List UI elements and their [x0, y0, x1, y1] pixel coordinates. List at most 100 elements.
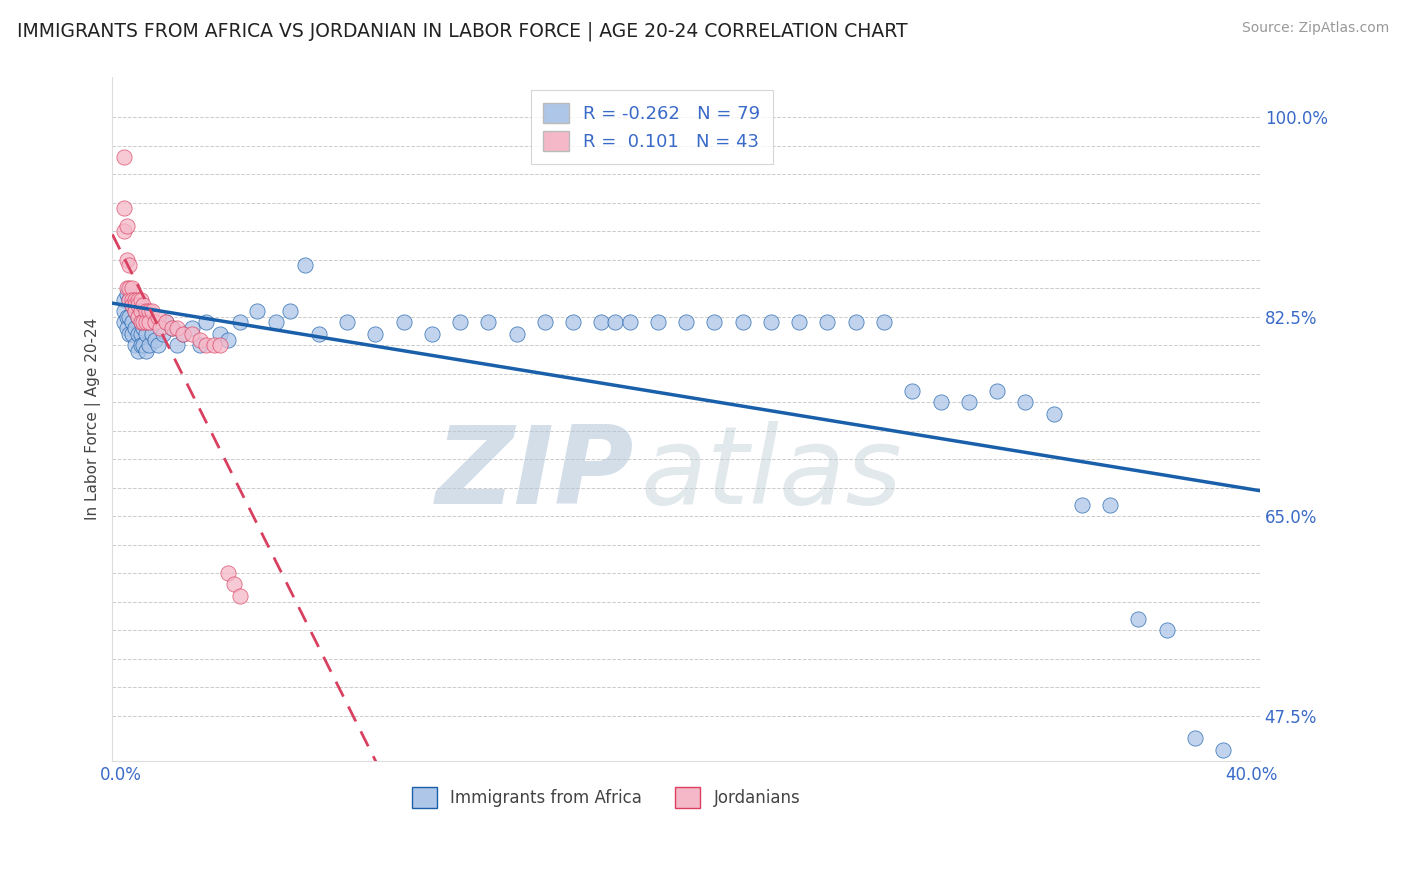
Point: [166, 321, 188, 335]
Point: [929, 395, 952, 409]
Point: [138, 315, 160, 329]
Point: [222, 577, 245, 591]
Point: [166, 338, 188, 352]
Point: [160, 321, 183, 335]
Point: [138, 315, 160, 329]
Point: [901, 384, 924, 398]
Point: [124, 321, 146, 335]
Point: [364, 326, 387, 341]
Point: [152, 326, 174, 341]
Point: [141, 326, 163, 341]
Point: [129, 315, 152, 329]
Point: [605, 315, 627, 329]
Point: [132, 338, 155, 352]
Point: [141, 304, 163, 318]
Text: ZIP: ZIP: [436, 421, 634, 527]
Point: [118, 293, 141, 307]
Point: [266, 315, 288, 329]
Point: [127, 326, 149, 341]
Point: [180, 321, 202, 335]
Point: [155, 315, 177, 329]
Point: [115, 281, 138, 295]
Point: [957, 395, 980, 409]
Point: [121, 315, 143, 329]
Point: [1014, 395, 1036, 409]
Point: [194, 315, 217, 329]
Point: [172, 326, 194, 341]
Point: [1156, 623, 1178, 637]
Point: [420, 326, 443, 341]
Point: [112, 150, 135, 164]
Point: [124, 298, 146, 312]
Point: [146, 310, 169, 324]
Point: [124, 304, 146, 318]
Text: atlas: atlas: [640, 421, 903, 526]
Point: [115, 321, 138, 335]
Point: [619, 315, 641, 329]
Point: [138, 304, 160, 318]
Point: [731, 315, 754, 329]
Point: [160, 321, 183, 335]
Point: [787, 315, 810, 329]
Point: [135, 304, 157, 318]
Point: [172, 326, 194, 341]
Point: [986, 384, 1008, 398]
Point: [591, 315, 613, 329]
Point: [118, 259, 141, 273]
Legend: Immigrants from Africa, Jordanians: Immigrants from Africa, Jordanians: [405, 780, 807, 814]
Point: [294, 259, 316, 273]
Point: [675, 315, 697, 329]
Point: [127, 293, 149, 307]
Point: [392, 315, 415, 329]
Y-axis label: In Labor Force | Age 20-24: In Labor Force | Age 20-24: [86, 318, 101, 520]
Point: [1099, 498, 1122, 512]
Point: [845, 315, 868, 329]
Point: [115, 252, 138, 267]
Point: [127, 310, 149, 324]
Point: [132, 321, 155, 335]
Point: [135, 343, 157, 358]
Text: Source: ZipAtlas.com: Source: ZipAtlas.com: [1241, 21, 1389, 36]
Point: [115, 219, 138, 233]
Point: [149, 321, 172, 335]
Text: IMMIGRANTS FROM AFRICA VS JORDANIAN IN LABOR FORCE | AGE 20-24 CORRELATION CHART: IMMIGRANTS FROM AFRICA VS JORDANIAN IN L…: [17, 21, 907, 41]
Point: [245, 304, 267, 318]
Point: [115, 310, 138, 324]
Point: [449, 315, 471, 329]
Point: [112, 293, 135, 307]
Point: [118, 281, 141, 295]
Point: [118, 326, 141, 341]
Point: [308, 326, 330, 341]
Point: [534, 315, 557, 329]
Point: [202, 338, 225, 352]
Point: [217, 566, 239, 580]
Point: [194, 338, 217, 352]
Point: [112, 315, 135, 329]
Point: [562, 315, 585, 329]
Point: [817, 315, 839, 329]
Point: [124, 338, 146, 352]
Point: [115, 287, 138, 301]
Point: [1212, 742, 1234, 756]
Point: [135, 326, 157, 341]
Point: [188, 338, 211, 352]
Point: [759, 315, 782, 329]
Point: [112, 224, 135, 238]
Point: [208, 326, 231, 341]
Point: [124, 293, 146, 307]
Point: [127, 343, 149, 358]
Point: [703, 315, 725, 329]
Point: [112, 304, 135, 318]
Point: [129, 315, 152, 329]
Point: [129, 326, 152, 341]
Point: [143, 315, 166, 329]
Point: [129, 304, 152, 318]
Point: [228, 315, 250, 329]
Point: [477, 315, 499, 329]
Point: [280, 304, 302, 318]
Point: [121, 298, 143, 312]
Point: [118, 310, 141, 324]
Point: [127, 298, 149, 312]
Point: [127, 310, 149, 324]
Point: [138, 338, 160, 352]
